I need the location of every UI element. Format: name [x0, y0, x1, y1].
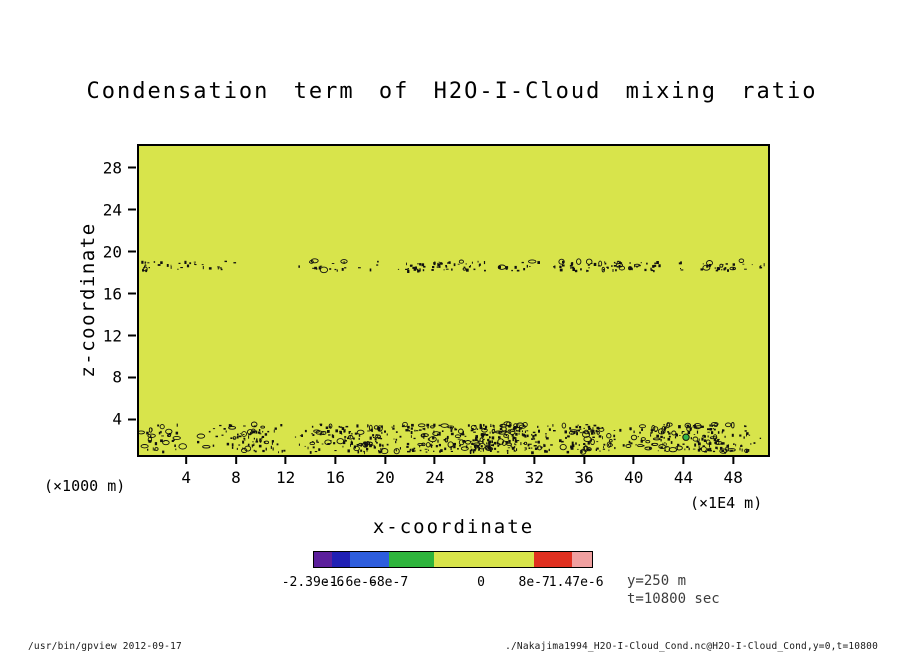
x-tick-mark: [483, 457, 486, 464]
x-tick-label: 28: [474, 468, 495, 487]
x-tick-label: 16: [325, 468, 346, 487]
y-tick-8: 8: [112, 368, 136, 387]
footer-datafile: ./Nakajima1994_H2O-I-Cloud_Cond.nc@H2O-I…: [505, 641, 878, 652]
colorbar-segment-3: [389, 552, 434, 567]
x-tick-label: 40: [624, 468, 644, 487]
x-tick-mark: [384, 457, 387, 464]
y-axis-unit: (×1000 m): [44, 477, 126, 495]
x-tick-20: 20: [375, 457, 395, 487]
y-tick-label: 24: [102, 200, 122, 220]
x-tick-44: 44: [674, 457, 693, 487]
colorbar: [313, 551, 593, 568]
y-tick-label: 28: [102, 158, 122, 178]
x-tick-48: 48: [724, 457, 743, 487]
x-axis-unit: (×1E4 m): [690, 494, 763, 512]
x-tick-mark: [583, 457, 586, 464]
x-tick-28: 28: [475, 457, 494, 487]
colorbar-level-label: 8e-7: [518, 575, 550, 590]
plot-area: 4 8 12 16 20 24 28 4 8 12 16 20 24 28 32 36 40 44 48: [103, 144, 770, 487]
y-tick-label: 16: [102, 284, 122, 304]
y-tick-mark: [128, 292, 136, 295]
x-tick-mark: [185, 457, 188, 464]
x-tick-label: 36: [574, 468, 594, 487]
x-tick-4: 4: [181, 457, 191, 487]
y-tick-label: 4: [112, 409, 122, 429]
x-tick-label: 48: [723, 468, 743, 487]
y-tick-label: 12: [102, 326, 122, 346]
y-tick-mark: [128, 250, 136, 253]
x-tick-mark: [632, 457, 635, 464]
colorbar-level-label: -2.39e-6: [281, 575, 345, 590]
x-tick-16: 16: [326, 457, 345, 487]
footer-command: /usr/bin/gpview 2012-09-17: [28, 641, 182, 652]
x-tick-32: 32: [525, 457, 544, 487]
chart-title: Condensation term of H2O-I-Cloud mixing …: [86, 79, 818, 104]
y-tick-mark: [128, 208, 136, 211]
x-tick-40: 40: [624, 457, 643, 487]
y-tick-16: 16: [103, 284, 136, 303]
colorbar-level-label: 0: [477, 575, 485, 590]
x-tick-mark: [284, 457, 287, 464]
x-tick-24: 24: [425, 457, 444, 487]
y-tick-label: 20: [102, 242, 122, 262]
x-tick-mark: [234, 457, 237, 464]
x-tick-36: 36: [574, 457, 594, 487]
x-tick-mark: [682, 457, 685, 464]
colorbar-labels: -2.39e-6 -1.6e-6 -8e-7 0 8e-7 1.47e-6: [282, 575, 604, 591]
y-tick-20: 20: [103, 242, 136, 261]
y-tick-mark: [128, 166, 136, 169]
y-tick-4: 4: [112, 410, 136, 429]
contour-noise-layer: [139, 258, 765, 455]
x-tick-label: 8: [231, 468, 241, 487]
y-tick-mark: [128, 376, 136, 379]
x-tick-mark: [732, 457, 735, 464]
x-tick-label: 4: [181, 468, 192, 487]
y-tick-mark: [128, 334, 136, 337]
colorbar-segment-6: [572, 552, 592, 567]
x-tick-label: 12: [276, 468, 296, 487]
x-tick-mark: [433, 457, 436, 464]
x-tick-mark: [533, 457, 536, 464]
y-axis-label: z-coordinate: [77, 222, 99, 378]
y-tick-label: 8: [112, 367, 122, 387]
y-tick-mark: [128, 418, 136, 421]
y-tick-12: 12: [103, 326, 136, 345]
colorbar-segment-0: [314, 552, 333, 567]
x-tick-label: 20: [375, 468, 395, 487]
colorbar-segment-4: [433, 552, 534, 567]
y-tick-28: 28: [103, 158, 136, 177]
x-tick-12: 12: [276, 457, 295, 487]
x-tick-label: 32: [524, 468, 544, 487]
x-tick-8: 8: [231, 457, 241, 487]
colorbar-segment-2: [350, 552, 390, 567]
time-annotation: t=10800 sec: [627, 591, 720, 607]
x-tick-mark: [334, 457, 337, 464]
x-tick-label: 24: [425, 468, 445, 487]
colorbar-level-label: -1.6e-6: [321, 575, 377, 590]
colorbar-segment-5: [533, 552, 573, 567]
x-tick-label: 44: [673, 468, 694, 487]
colorbar-level-label: -8e-7: [369, 575, 409, 590]
slice-annotation: y=250 m: [627, 573, 687, 589]
y-tick-24: 24: [103, 200, 136, 219]
colorbar-segment-1: [332, 552, 351, 567]
x-axis-label: x-coordinate: [372, 516, 535, 538]
colorbar-level-label: 1.47e-6: [548, 575, 604, 590]
